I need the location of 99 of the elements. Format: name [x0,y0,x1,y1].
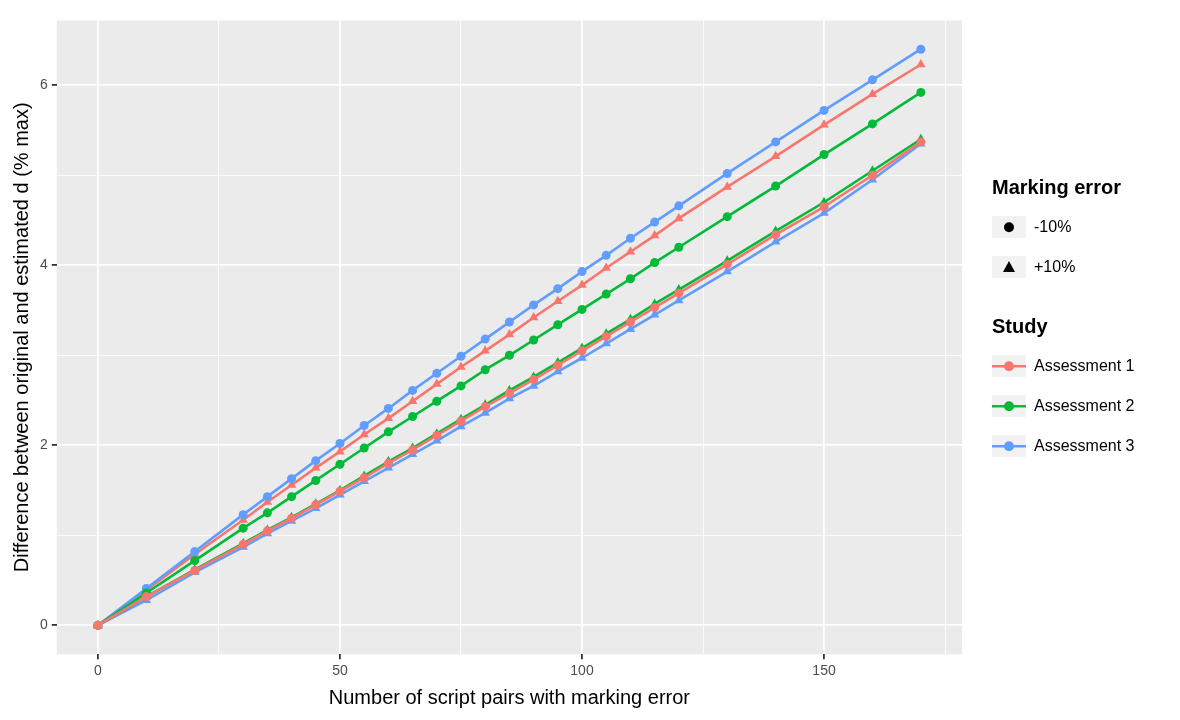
point [359,421,369,431]
y-tick-label: 4 [39,256,48,273]
legend-label: -10% [1034,218,1072,236]
point [553,360,563,370]
point [625,317,635,327]
legend-label: Assessment 3 [1034,437,1135,455]
point [674,201,684,211]
point [480,402,490,412]
point [916,44,926,54]
point [771,181,781,191]
point [480,365,490,375]
point [601,331,611,341]
y-tick-label: 2 [39,436,48,453]
point [432,378,442,387]
point [649,230,660,239]
point [359,429,369,438]
point [456,361,466,370]
legend-label: Assessment 2 [1034,397,1135,415]
legend-label: +10% [1034,258,1076,276]
point [625,246,636,255]
x-tick-label: 50 [332,662,348,679]
point [771,230,781,240]
point [480,334,490,344]
point [504,317,514,327]
point [480,345,490,354]
point [722,181,732,190]
x-axis-title: Number of script pairs with marking error [328,685,691,708]
point [190,556,200,566]
point [650,258,660,268]
point [408,385,418,395]
x-tick-label: 100 [570,662,594,679]
point [601,289,611,299]
point [916,59,926,68]
text: Marking error [992,176,1121,198]
point [601,262,611,271]
point [867,119,877,129]
point [359,443,369,453]
point [408,412,418,422]
point [650,303,660,313]
point [674,288,684,298]
point [771,137,781,147]
y-axis-title: Difference between original and estimated d (% max) [9,102,32,573]
point [456,351,466,361]
point [674,242,684,252]
y-tick-label: 0 [39,616,48,633]
point [238,523,248,533]
point [529,300,539,310]
point [383,412,394,422]
point [577,267,587,277]
point [335,439,345,449]
point [722,168,732,178]
point [625,274,635,284]
legend-label: Assessment 1 [1034,357,1135,375]
point [529,335,539,345]
point [674,212,684,222]
point [722,259,732,269]
point [287,492,297,502]
point [383,403,393,413]
point [867,88,878,97]
point [262,492,272,502]
point [867,75,877,85]
point [432,368,442,378]
point [601,250,611,260]
point [819,150,829,160]
point [916,87,926,97]
point [407,395,418,404]
point [504,388,514,398]
point [722,212,732,222]
point [819,119,829,128]
text: Study [992,315,1048,337]
point [262,508,272,518]
point [311,456,321,466]
point [335,459,345,469]
point [456,381,466,391]
x-tick-label: 150 [812,662,836,679]
point [650,217,660,227]
point [819,202,829,212]
point [383,427,393,437]
point [577,279,587,288]
point [553,320,563,330]
point [577,304,587,314]
x-tick-label: 0 [94,662,103,679]
point [867,170,877,180]
point [770,150,781,160]
y-tick-label: 6 [39,76,48,93]
point [504,350,514,360]
point [577,346,587,356]
point [311,475,321,485]
point [504,329,515,338]
point [238,510,248,520]
point [553,284,563,294]
point [287,474,297,484]
point [528,311,539,321]
point [432,396,442,406]
point [553,295,563,305]
point [529,375,539,385]
point [456,416,466,426]
point [625,233,635,243]
point [819,105,829,115]
